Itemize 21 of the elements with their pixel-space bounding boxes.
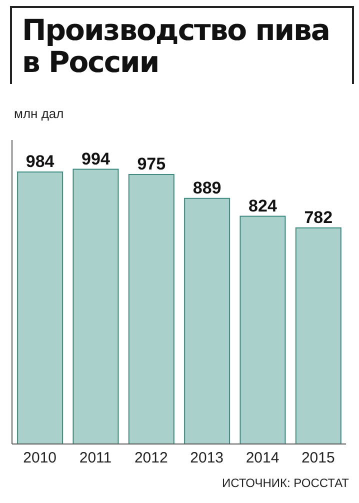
data-label: 824 [248,196,278,216]
bar [72,168,119,444]
bar [240,216,286,444]
x-tick-label: 2011 [79,450,112,467]
y-axis-title: млн дал [14,106,64,121]
data-label: 889 [192,178,222,198]
data-label: 975 [137,154,166,174]
chart-title: Производство пива в России [10,6,354,84]
bar [128,174,174,444]
bar [295,227,342,444]
x-tick-label: 2010 [23,450,57,467]
x-tick-label: 2014 [246,450,280,467]
text: ИСТОЧНИК: РОССТАТ [222,476,349,490]
data-label: 984 [26,152,55,172]
bar [184,198,230,444]
x-tick-label: 2012 [134,450,168,467]
x-tick-label: 2013 [190,450,224,467]
data-label: 782 [304,208,333,227]
data-label: 994 [82,149,110,168]
x-tick-label: 2015 [301,450,335,467]
bar [17,172,64,444]
